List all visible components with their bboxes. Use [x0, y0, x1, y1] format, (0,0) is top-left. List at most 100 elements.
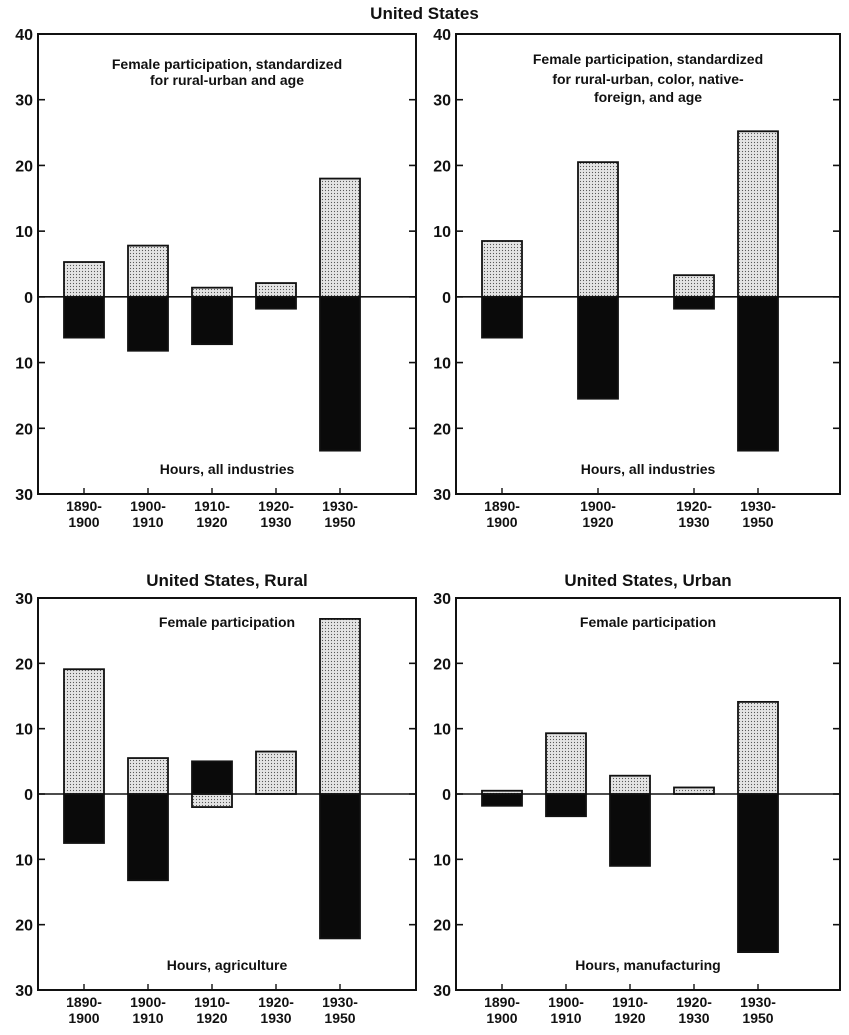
x-tick-label: 1930-: [740, 994, 776, 1010]
x-tick-label: 1900-: [580, 498, 616, 514]
plot-frame: [455, 33, 841, 495]
y-tick-label: 10: [433, 356, 451, 373]
panel-title: United States, Rural: [146, 571, 308, 590]
x-tick-label: 1890-: [484, 498, 520, 514]
participation-annotation: foreign, and age: [594, 89, 702, 105]
x-tick-label: 1910-: [612, 994, 648, 1010]
y-tick-label: 30: [15, 983, 33, 1000]
y-tick-label: 20: [15, 421, 33, 438]
y-tick-label: 0: [442, 787, 451, 804]
x-tick-label: 1950: [324, 514, 355, 530]
x-tick-label: 1900: [68, 514, 99, 530]
x-tick-label: 1900: [486, 1010, 517, 1026]
x-tick-label: 1930-: [322, 994, 358, 1010]
hours-bar: [63, 295, 105, 339]
y-tick-label: 10: [15, 722, 33, 739]
hours-bar: [737, 793, 779, 954]
y-tick-label: 30: [433, 93, 451, 110]
x-tick-label: 1930: [678, 1010, 709, 1026]
hours-bar: [481, 793, 523, 807]
x-tick-label: 1930: [260, 514, 291, 530]
hours-bar: [319, 793, 361, 940]
y-tick-label: 30: [15, 93, 33, 110]
y-tick-label: 10: [15, 852, 33, 869]
participation-bar: [577, 161, 619, 298]
hours-bar: [191, 295, 233, 346]
participation-bar: [545, 732, 587, 795]
participation-bar: [255, 282, 297, 298]
hours-bar: [63, 793, 105, 844]
x-tick-label: 1920-: [258, 994, 294, 1010]
y-tick-label: 20: [15, 158, 33, 175]
y-tick-label: 30: [15, 487, 33, 504]
y-tick-label: 20: [15, 656, 33, 673]
x-tick-label: 1900-: [130, 498, 166, 514]
figure-title: United States: [370, 4, 479, 23]
y-tick-label: 20: [433, 158, 451, 175]
y-tick-label: 10: [15, 356, 33, 373]
participation-bar: [737, 130, 779, 298]
y-tick-label: 0: [442, 290, 451, 307]
x-tick-label: 1920: [614, 1010, 645, 1026]
x-tick-label: 1930: [260, 1010, 291, 1026]
participation-bar: [319, 177, 361, 298]
chart-panel-4: United States, Urban30201001020301890-19…: [433, 571, 841, 1026]
participation-bar: [737, 700, 779, 795]
x-tick-label: 1950: [742, 514, 773, 530]
x-tick-label: 1900: [68, 1010, 99, 1026]
x-tick-label: 1910: [132, 514, 163, 530]
x-tick-label: 1920-: [258, 498, 294, 514]
x-tick-label: 1890-: [484, 994, 520, 1010]
x-tick-label: 1930-: [740, 498, 776, 514]
x-tick-label: 1910-: [194, 994, 230, 1010]
x-tick-label: 1900-: [130, 994, 166, 1010]
hours-bar: [191, 760, 233, 795]
chart-panel-3: United States, Rural30201001020301890-19…: [15, 571, 417, 1026]
y-tick-label: 20: [433, 656, 451, 673]
participation-annotation: Female participation, standardized: [112, 56, 342, 72]
x-tick-label: 1890-: [66, 994, 102, 1010]
participation-annotation: Female participation, standardized: [533, 51, 763, 67]
y-tick-label: 30: [433, 487, 451, 504]
chart-panel-1: 40 30 20 10 0 10 20 30 1890-1900 1900-1910 1910- 19…: [15, 27, 417, 530]
x-tick-label: 1900-: [548, 994, 584, 1010]
participation-annotation: Female participation: [580, 614, 716, 630]
hours-bar: [737, 295, 779, 452]
participation-bar: [481, 240, 523, 298]
hours-annotation: Hours, manufacturing: [575, 957, 720, 973]
y-tick-label: 20: [15, 918, 33, 935]
hours-bar: [481, 295, 523, 339]
participation-bar: [191, 793, 233, 808]
participation-bar: [673, 274, 715, 298]
participation-bar: [609, 774, 651, 795]
x-tick-label: 1950: [742, 1010, 773, 1026]
y-tick-label: 40: [15, 27, 33, 44]
y-tick-label: 0: [24, 787, 33, 804]
x-tick-label: 1890-: [66, 498, 102, 514]
participation-bar: [191, 286, 233, 298]
participation-bar: [127, 757, 169, 795]
hours-bar: [127, 793, 169, 882]
participation-annotation: for rural-urban and age: [150, 72, 304, 88]
hours-bar: [319, 295, 361, 452]
hours-bar: [609, 793, 651, 867]
hours-bar: [255, 295, 297, 310]
x-tick-label: 1920-: [676, 498, 712, 514]
y-tick-label: 0: [24, 290, 33, 307]
y-tick-label: 30: [433, 983, 451, 1000]
x-tick-label: 1910: [550, 1010, 581, 1026]
participation-bar: [673, 786, 715, 795]
chart-panel-2: 4030201001020301890-19001900-19201920-19…: [433, 27, 841, 530]
y-tick-label: 10: [433, 224, 451, 241]
x-tick-label: 1920-: [676, 994, 712, 1010]
hours-bar: [673, 295, 715, 310]
participation-bar: [127, 244, 169, 298]
participation-bar: [63, 261, 105, 298]
x-tick-label: 1930-: [322, 498, 358, 514]
y-tick-label: 20: [433, 918, 451, 935]
y-tick-label: 10: [15, 224, 33, 241]
participation-annotation: for rural-urban, color, native-: [552, 71, 744, 87]
hours-bar: [545, 793, 587, 818]
x-tick-label: 1910-: [194, 498, 230, 514]
